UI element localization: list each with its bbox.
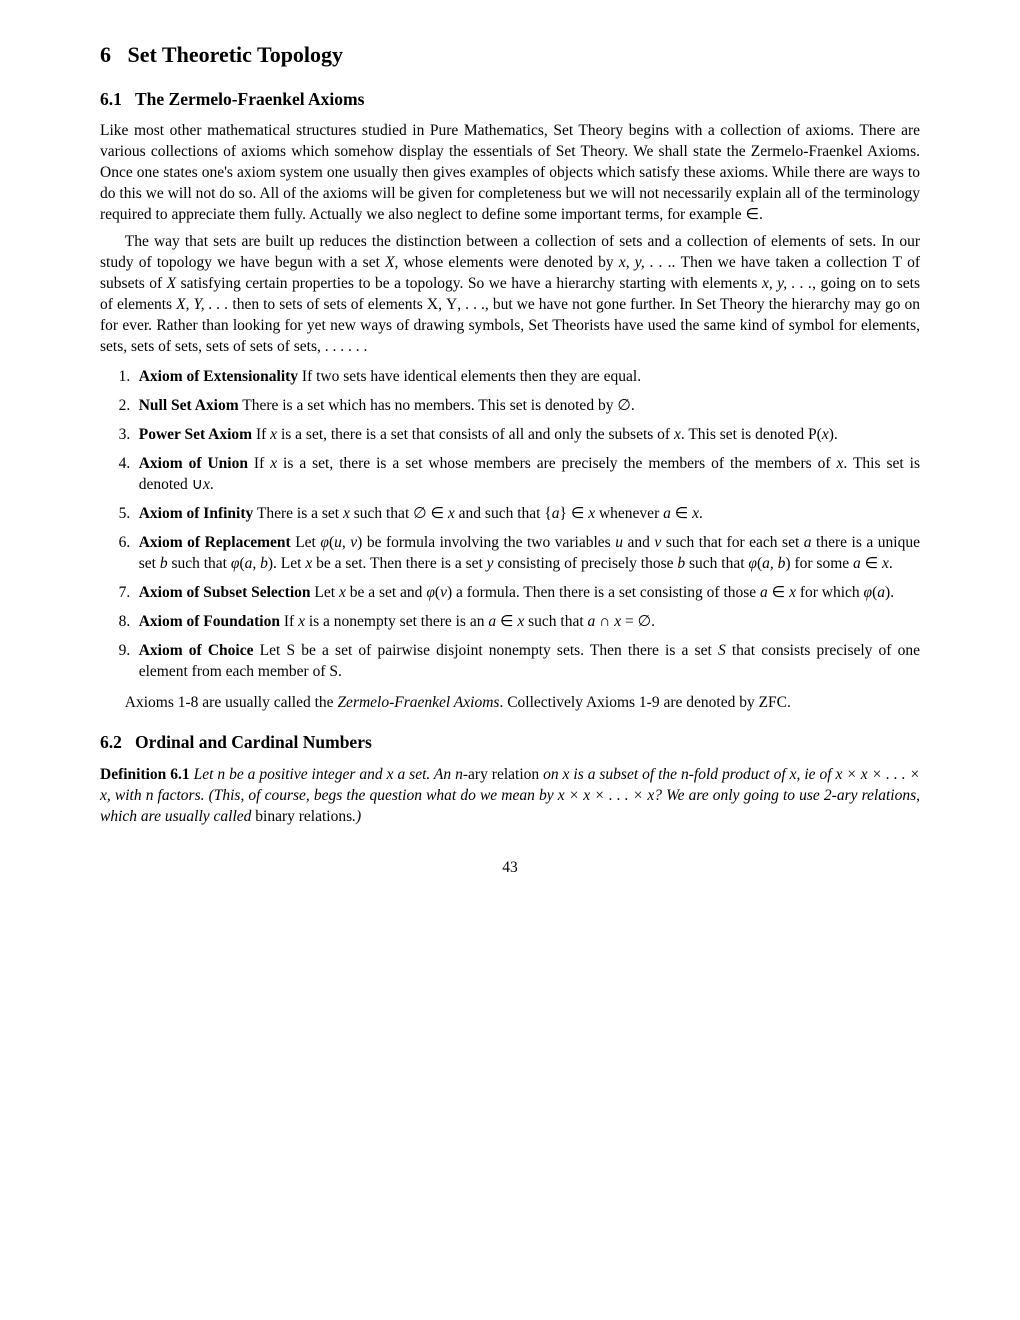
- definition-label: Definition 6.1: [100, 766, 190, 783]
- axiom-item: Axiom of Union If x is a set, there is a…: [134, 454, 920, 496]
- axiom-item: Power Set Axiom If x is a set, there is …: [134, 425, 920, 446]
- axiom-list: Axiom of Extensionality If two sets have…: [100, 367, 920, 682]
- axiom-name: Axiom of Infinity: [139, 505, 254, 522]
- axiom-name: Null Set Axiom: [139, 397, 239, 414]
- axiom-name: Axiom of Foundation: [139, 613, 280, 630]
- subsection-heading: 6.1 The Zermelo-Fraenkel Axioms: [100, 88, 920, 112]
- axiom-item: Axiom of Replacement Let φ(u, v) be form…: [134, 533, 920, 575]
- subsection-title: Ordinal and Cardinal Numbers: [135, 732, 372, 752]
- axiom-item: Axiom of Foundation If x is a nonempty s…: [134, 612, 920, 633]
- paragraph: Like most other mathematical structures …: [100, 121, 920, 226]
- paragraph: Axioms 1-8 are usually called the Zermel…: [100, 693, 920, 714]
- subsection-title: The Zermelo-Fraenkel Axioms: [135, 89, 364, 109]
- section-title: Set Theoretic Topology: [128, 42, 344, 67]
- axiom-name: Axiom of Subset Selection: [139, 584, 311, 601]
- page-number: 43: [100, 858, 920, 879]
- subsection-number: 6.2: [100, 732, 122, 752]
- axiom-item: Axiom of Subset Selection Let x be a set…: [134, 583, 920, 604]
- subsection-heading: 6.2 Ordinal and Cardinal Numbers: [100, 731, 920, 755]
- definition: Definition 6.1 Let n be a positive integ…: [100, 765, 920, 828]
- axiom-name: Axiom of Union: [139, 455, 248, 472]
- axiom-name: Power Set Axiom: [139, 426, 252, 443]
- axiom-item: Axiom of Extensionality If two sets have…: [134, 367, 920, 388]
- section-number: 6: [100, 42, 111, 67]
- axiom-name: Axiom of Replacement: [139, 534, 291, 551]
- axiom-item: Axiom of Choice Let S be a set of pairwi…: [134, 641, 920, 683]
- subsection-number: 6.1: [100, 89, 122, 109]
- paragraph: The way that sets are built up reduces t…: [100, 232, 920, 358]
- section-heading: 6 Set Theoretic Topology: [100, 40, 920, 70]
- axiom-name: Axiom of Choice: [139, 642, 254, 659]
- axiom-item: Null Set Axiom There is a set which has …: [134, 396, 920, 417]
- axiom-item: Axiom of Infinity There is a set x such …: [134, 504, 920, 525]
- axiom-name: Axiom of Extensionality: [139, 368, 298, 385]
